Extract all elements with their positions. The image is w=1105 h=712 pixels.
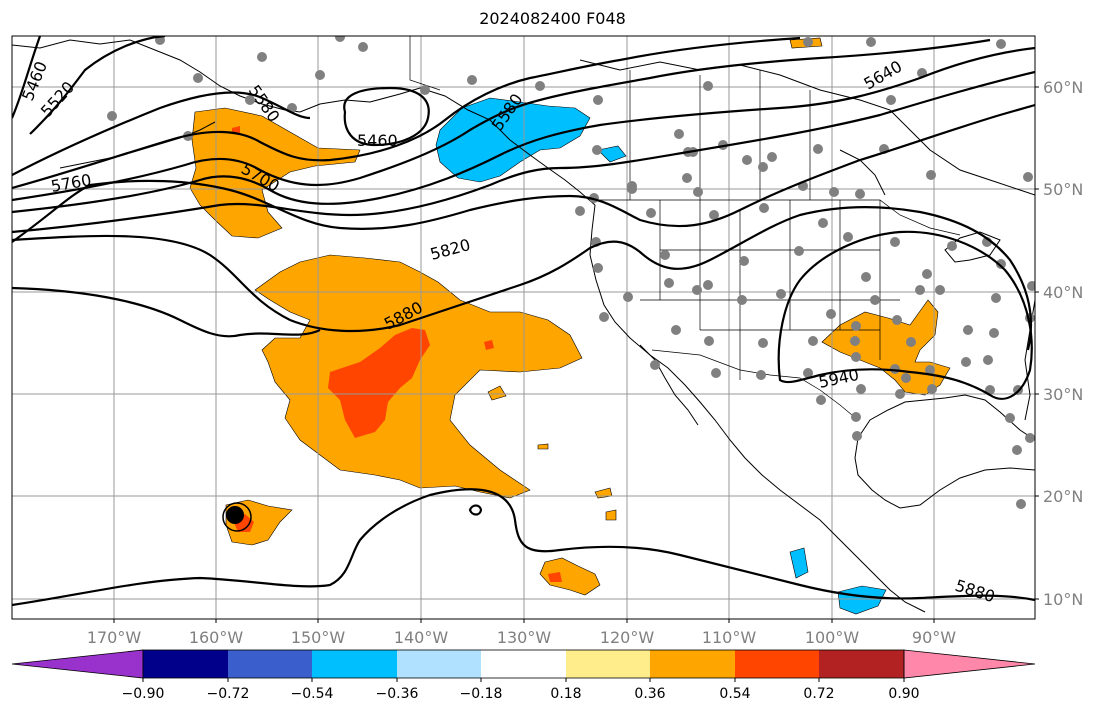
contour-5460-west <box>12 36 42 119</box>
lon-label: 120°W <box>600 628 655 647</box>
colorbar: −0.90 −0.72 −0.54 −0.36 −0.18 0.18 0.36 … <box>11 649 1036 702</box>
lon-label: 150°W <box>291 628 346 647</box>
colorbar-segment <box>819 650 904 678</box>
mexico-pacific-anomaly <box>789 547 809 579</box>
bc-coast-anomaly <box>435 97 591 183</box>
colorbar-tick-label: 0.18 <box>550 686 581 702</box>
small-anomaly-5 <box>537 443 549 450</box>
lat-label: 60°N <box>1043 78 1083 97</box>
colorbar-segment <box>228 650 312 678</box>
small-neg-1 <box>597 145 627 163</box>
colorbar-extend-high <box>903 649 1036 679</box>
contour-5700 <box>12 70 1035 234</box>
central-pacific-core <box>328 328 430 438</box>
colorbar-segment <box>650 650 735 678</box>
storm-marker <box>222 502 252 532</box>
colorbar-tick-label: −0.18 <box>460 686 503 702</box>
coastlines <box>12 39 1035 613</box>
contour-5760 <box>12 103 1035 243</box>
colorbar-tick-label: 0.72 <box>803 686 834 702</box>
lat-label: 30°N <box>1043 385 1083 404</box>
negative-anomaly-regions <box>435 97 887 615</box>
colorbar-tick-label: 0.36 <box>634 686 665 702</box>
axis-ticks <box>113 86 1039 623</box>
baja <box>639 344 699 426</box>
lon-label: 90°W <box>912 628 956 647</box>
alaska-coast <box>12 39 596 206</box>
contour-5880-south <box>12 488 1035 607</box>
lon-label: 110°W <box>702 628 757 647</box>
us-canada-border <box>595 199 961 236</box>
great-lakes <box>944 231 1001 263</box>
small-anomaly-3 <box>487 385 507 401</box>
contour-upper-1 <box>12 36 801 190</box>
colorbar-segment <box>312 650 397 678</box>
canada-north <box>579 59 1035 196</box>
colorbar-segment <box>735 650 819 678</box>
contour-5640 <box>12 46 1035 214</box>
gulf-of-alaska-anomaly <box>189 107 361 239</box>
lat-label: 20°N <box>1043 487 1083 506</box>
central-pacific-anomaly <box>254 254 583 499</box>
contour-5940 <box>777 230 1033 400</box>
lon-label: 170°W <box>87 628 142 647</box>
graticule <box>12 36 1035 619</box>
west-coast <box>589 204 926 613</box>
contour-small-ring <box>468 504 483 516</box>
map-title: 2024082400 F048 <box>479 9 626 28</box>
lon-label: 100°W <box>805 628 860 647</box>
gulf-coast <box>854 394 1035 509</box>
lat-label: 10°N <box>1043 590 1083 609</box>
us-mexico-border <box>651 349 859 421</box>
colorbar-tick-label: −0.36 <box>376 686 419 702</box>
latitude-labels: 10°N 20°N 30°N 40°N 50°N 60°N <box>1043 78 1083 609</box>
contour-5460-closed <box>343 86 430 147</box>
colorbar-tick-label: −0.72 <box>207 686 250 702</box>
lat-label: 40°N <box>1043 283 1083 302</box>
small-core-1 <box>484 340 494 350</box>
lon-label: 140°W <box>394 628 449 647</box>
lat-label: 50°N <box>1043 180 1083 199</box>
small-anomaly-4 <box>605 509 617 521</box>
station-dots <box>107 36 1035 509</box>
height-contours <box>12 36 1035 607</box>
colorbar-segment <box>143 650 228 678</box>
hudson-bay <box>839 149 886 196</box>
colorbar-tick-label: −0.54 <box>291 686 334 702</box>
colorbar-segment <box>566 650 650 678</box>
province-lines <box>629 70 811 200</box>
colorbar-extend-low <box>11 649 144 679</box>
alaska-border <box>409 36 441 91</box>
colorbar-tick-label: −0.90 <box>122 686 165 702</box>
colorbar-segment <box>481 650 566 678</box>
contour-5580-west <box>12 91 311 176</box>
colorbar-tick-label: 0.54 <box>719 686 750 702</box>
central-america-anomaly <box>837 585 887 615</box>
positive-anomaly-regions <box>189 37 951 596</box>
longitude-labels: 170°W 160°W 150°W 140°W 130°W 120°W 110°… <box>87 628 956 647</box>
contour-5880 <box>12 286 321 338</box>
southern-core <box>548 572 562 582</box>
southern-anomaly-1 <box>539 557 601 596</box>
contour-5820 <box>12 206 1033 351</box>
colorbar-tick-label: 0.90 <box>888 686 919 702</box>
contour-label: 5460 <box>357 131 398 150</box>
lon-label: 160°W <box>189 628 244 647</box>
lon-label: 130°W <box>497 628 552 647</box>
contour-upper-2 <box>12 38 991 202</box>
colorbar-segment <box>397 650 481 678</box>
contour-5520 <box>29 36 166 135</box>
